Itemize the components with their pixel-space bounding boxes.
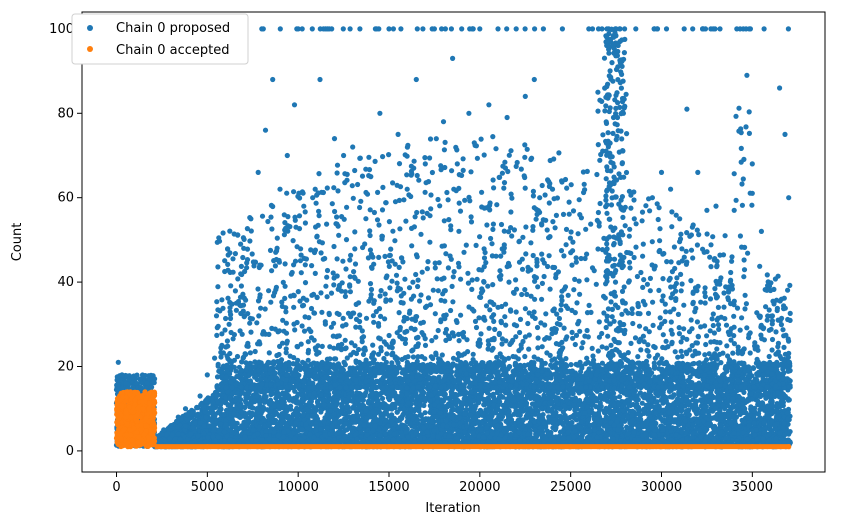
proposed-point [595, 362, 601, 368]
proposed-point [569, 414, 575, 420]
proposed-point [346, 408, 352, 414]
data-points [113, 26, 793, 450]
proposed-point [331, 389, 337, 396]
proposed-point [639, 400, 645, 406]
proposed-point [242, 404, 248, 411]
proposed-point [379, 395, 386, 402]
proposed-point [718, 360, 724, 366]
proposed-point [620, 408, 626, 414]
proposed-point [749, 396, 755, 402]
